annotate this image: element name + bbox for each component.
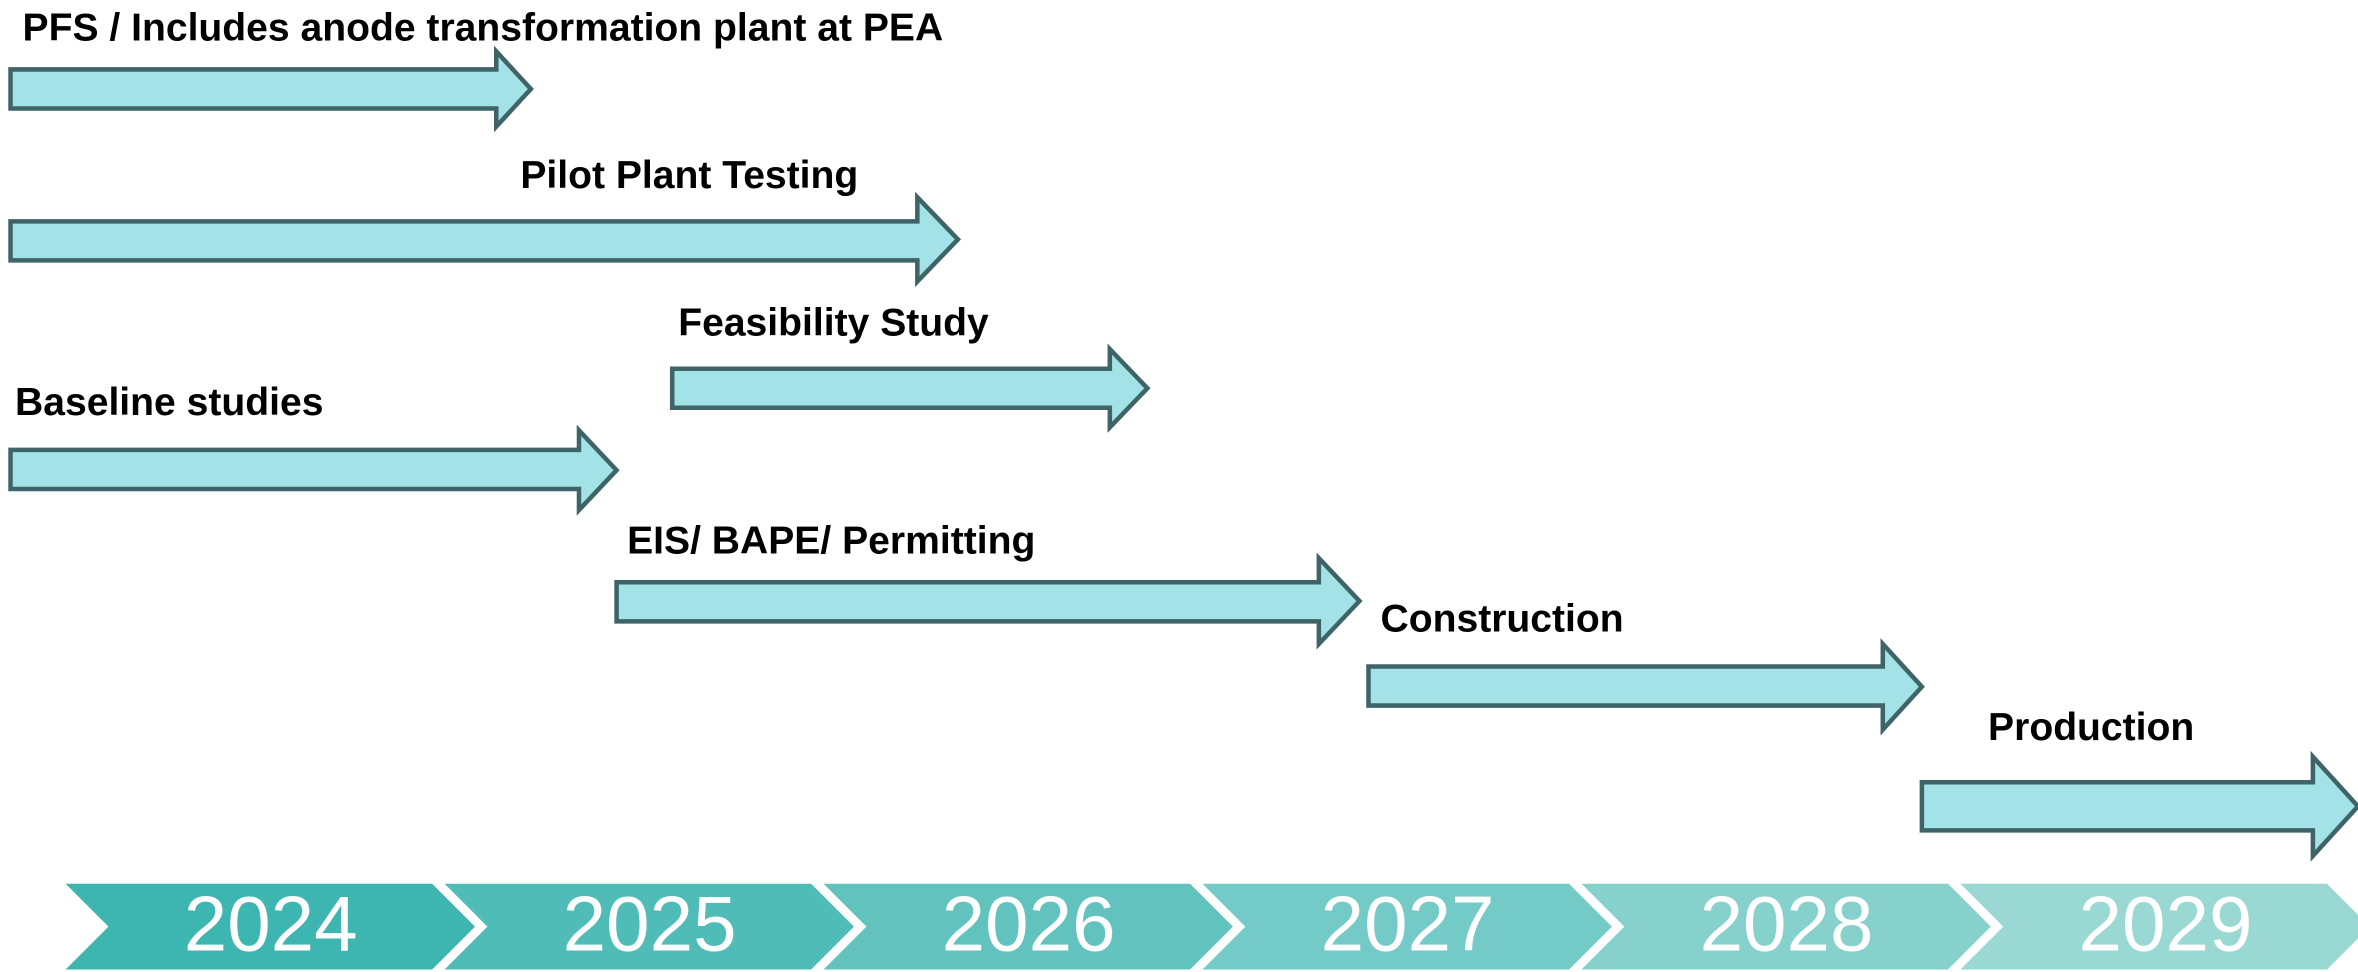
- year-label: 2028: [1700, 879, 1874, 967]
- task-label: Baseline studies: [15, 381, 323, 424]
- task-label: EIS/ BAPE/ Permitting: [627, 519, 1035, 562]
- task-label: Feasibility Study: [678, 301, 989, 344]
- task-arrow: [8, 191, 962, 288]
- year-label: 2024: [184, 879, 358, 967]
- task-arrow: [1366, 638, 1925, 736]
- task-arrow: [669, 343, 1151, 433]
- task-label: Production: [1988, 706, 2194, 749]
- task-label: Pilot Plant Testing: [520, 154, 858, 197]
- task-arrow: [8, 424, 620, 516]
- task-arrow: [1919, 750, 2358, 862]
- year-label: 2029: [2079, 879, 2253, 967]
- year-label: 2027: [1321, 879, 1495, 967]
- year-label: 2025: [563, 879, 737, 967]
- task-arrow: [614, 552, 1363, 650]
- task-arrow: [8, 45, 534, 133]
- year-label: 2026: [942, 879, 1116, 967]
- task-label: Construction: [1381, 598, 1624, 641]
- task-label: PFS / Includes anode transformation plan…: [23, 7, 944, 50]
